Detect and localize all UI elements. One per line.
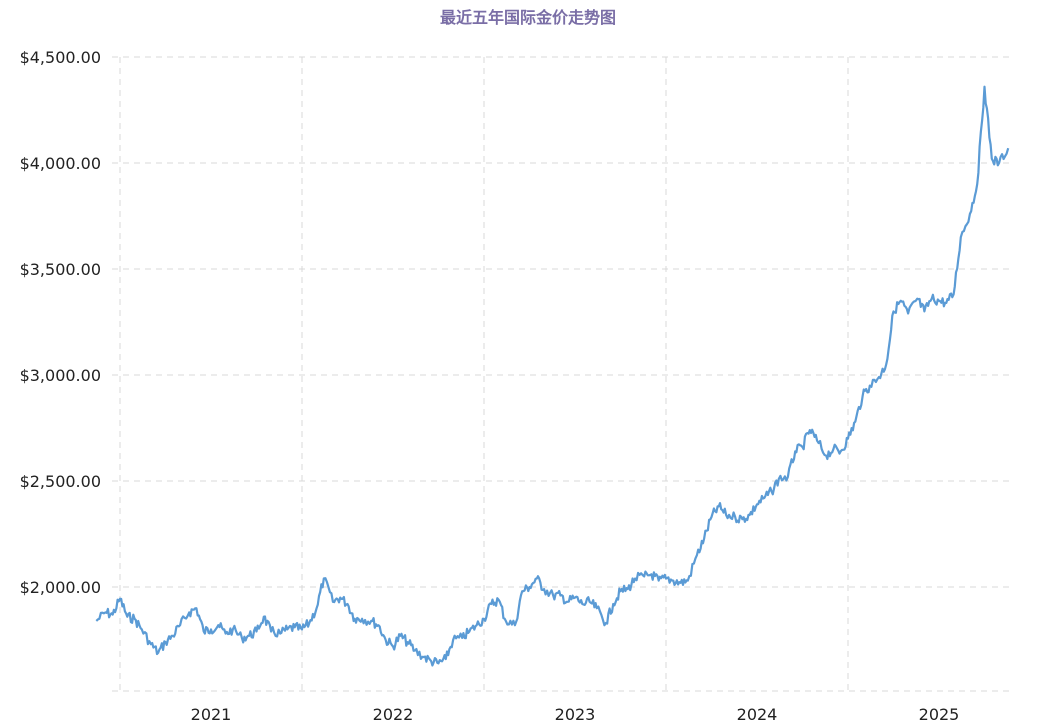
y-tick-label: $4,500.00 (20, 48, 101, 67)
y-tick-label: $3,500.00 (20, 260, 101, 279)
x-tick-label: 2021 (191, 705, 232, 724)
gold-price-line (95, 85, 1010, 667)
x-tick-label: 2023 (555, 705, 596, 724)
x-tick-label: 2022 (373, 705, 414, 724)
x-axis: 2021 2022 2023 2024 2025 (191, 705, 960, 724)
y-tick-label: $2,000.00 (20, 578, 101, 597)
chart-title: 最近五年国际金价走势图 (439, 8, 616, 27)
y-tick-label: $4,000.00 (20, 154, 101, 173)
y-axis: $2,000.00 $2,500.00 $3,000.00 $3,500.00 $4,0… (20, 48, 101, 597)
x-tick-label: 2024 (737, 705, 778, 724)
gridlines (112, 56, 1013, 695)
x-tick-label: 2025 (919, 705, 960, 724)
y-tick-label: $2,500.00 (20, 472, 101, 491)
y-tick-label: $3,000.00 (20, 366, 101, 385)
